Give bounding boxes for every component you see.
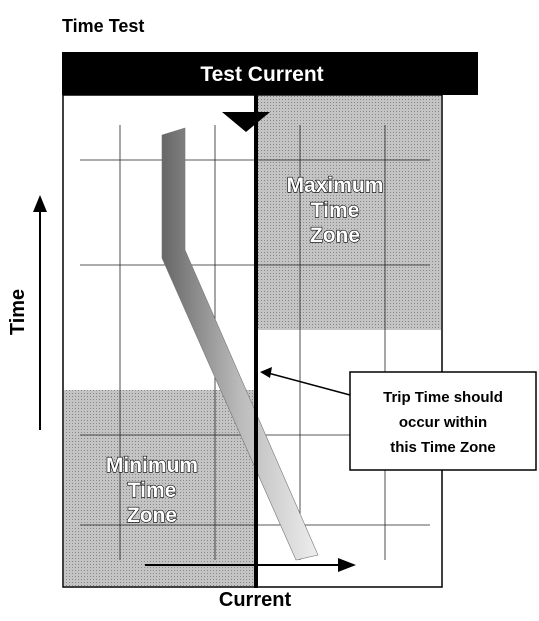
min-zone-line: Time (128, 479, 177, 502)
trip-curve (161, 127, 319, 561)
header-text: Test Current (200, 63, 323, 86)
max-zone-line: Zone (310, 224, 360, 247)
min-zone-line: Zone (127, 504, 177, 527)
min-zone-label: Minimum Time Zone (105, 453, 198, 527)
max-zone (256, 96, 441, 330)
callout-line: occur within (399, 414, 487, 431)
max-zone-label: Maximum Time Zone (286, 173, 384, 247)
callout-pointer (267, 372, 351, 396)
x-axis-label: Current (219, 589, 292, 611)
title: Time Test (62, 16, 144, 36)
y-arrowhead (33, 195, 47, 212)
down-arrow (222, 112, 270, 132)
x-arrowhead (338, 558, 356, 572)
max-zone-line: Time (311, 199, 360, 222)
header-bar (62, 52, 478, 95)
min-zone-line: Minimum (106, 454, 198, 477)
min-zone (64, 390, 256, 586)
max-zone-line: Maximum (287, 174, 384, 197)
callout-line: this Time Zone (390, 439, 496, 456)
callout-text: Trip Time should occur within this Time … (383, 389, 503, 456)
callout-box (349, 371, 537, 471)
callout-arrowhead (260, 367, 272, 378)
callout-line: Trip Time should (383, 389, 503, 406)
y-axis-label: Time (7, 289, 29, 335)
